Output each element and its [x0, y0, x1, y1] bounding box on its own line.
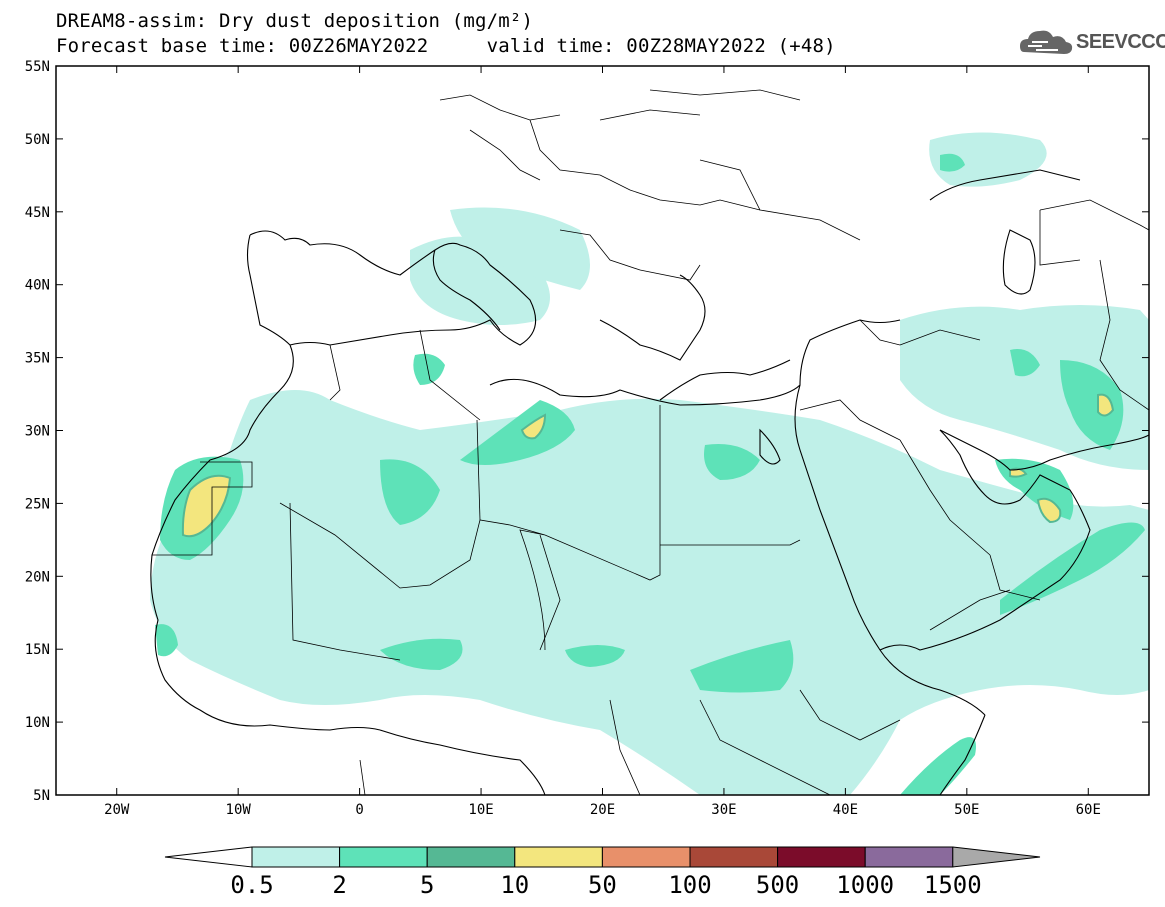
colorbar-level-label: 100: [668, 871, 711, 899]
colorbar-swatch: [864, 846, 954, 868]
colorbar-swatch: [426, 846, 516, 868]
colorbar-swatch: [777, 846, 866, 868]
colorbar-level-label: 500: [756, 871, 799, 899]
lat-tick-label: 30N: [25, 424, 50, 440]
latitude-axis: 55N 50N 45N 40N 35N 30N 25N 20N 15N 10N 5N: [25, 59, 1149, 804]
lat-tick-label: 35N: [25, 351, 50, 367]
lon-tick-label: 30E: [711, 802, 736, 818]
colorbar-level-label: 1500: [924, 871, 982, 899]
lat-tick-label: 50N: [25, 132, 50, 148]
colorbar-upper-arrow: [952, 846, 1041, 868]
coastlines: [150, 169, 1149, 795]
colorbar-level-label: 2: [332, 871, 346, 899]
country-borders: [152, 89, 1149, 795]
dust-field: [150, 132, 1149, 795]
lon-tick-label: 10W: [226, 802, 252, 818]
colorbar-swatch: [689, 846, 779, 868]
colorbar-level-label: 5: [420, 871, 434, 899]
lon-tick-label: 20E: [590, 802, 615, 818]
lon-tick-label: 0: [355, 802, 363, 818]
lat-tick-label: 25N: [25, 496, 50, 512]
lon-tick-label: 40E: [833, 802, 858, 818]
lon-tick-label: 10E: [468, 802, 493, 818]
lat-tick-label: 40N: [25, 278, 50, 294]
colorbar-level-label: 0.5: [230, 871, 273, 899]
colorbar-lower-arrow: [164, 846, 253, 868]
lat-tick-label: 5N: [33, 788, 50, 804]
lon-tick-label: 20W: [104, 802, 130, 818]
logo-text: SEEVCCC: [1076, 31, 1165, 53]
colorbar-level-label: 1000: [836, 871, 894, 899]
lat-tick-label: 45N: [25, 205, 50, 221]
longitude-axis: 20W 10W 0 10E 20E 30E 40E 50E 60E: [104, 66, 1101, 818]
lon-tick-label: 50E: [954, 802, 979, 818]
colorbar-swatch: [601, 846, 691, 868]
map-subtitle-times: Forecast base time: 00Z26MAY2022 valid t…: [56, 35, 836, 57]
cloud-icon: [1020, 30, 1073, 54]
colorbar-legend: 0.5 2 5 10 50 100 500 1000 1500: [164, 846, 1041, 899]
lon-tick-label: 60E: [1076, 802, 1101, 818]
lat-tick-label: 10N: [25, 715, 50, 731]
colorbar-swatch: [339, 846, 428, 868]
lat-tick-label: 15N: [25, 642, 50, 658]
colorbar-swatch: [251, 846, 341, 868]
colorbar-swatch: [514, 846, 603, 868]
colorbar-level-label: 50: [588, 871, 617, 899]
lat-tick-label: 20N: [25, 569, 50, 585]
colorbar-level-label: 10: [500, 871, 529, 899]
seevccc-logo: SEEVCCC: [1018, 24, 1165, 60]
lat-tick-label: 55N: [25, 59, 50, 75]
map-title: DREAM8-assim: Dry dust deposition (mg/m²…: [56, 10, 534, 32]
